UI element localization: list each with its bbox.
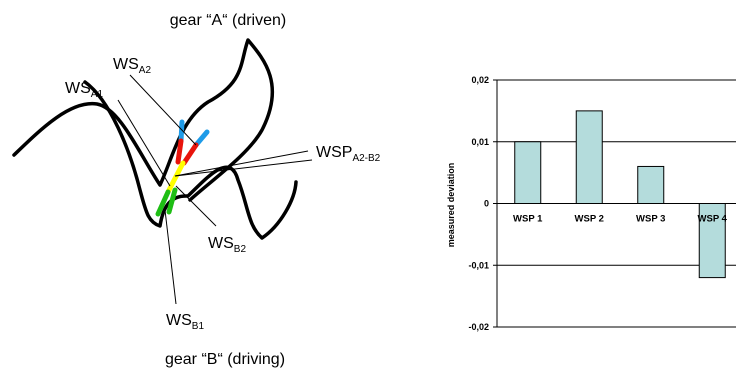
y-tick-label: -0,02 <box>468 322 489 332</box>
leader-ws-a2 <box>129 74 197 146</box>
leader-wsp-1 <box>174 150 309 177</box>
bar <box>637 165 665 204</box>
y-axis-title: measured deviation <box>446 163 456 248</box>
callout-ws-b1: WSB1 <box>166 312 204 332</box>
bar <box>698 203 726 279</box>
leader-lines <box>117 74 313 305</box>
gear-b-label: gear “B“ (driving) <box>165 351 285 368</box>
gear-diagram: gear “A“ (driven) WSA2 WSA1 WSPA2-B2 <box>12 12 381 368</box>
y-tick-label: 0,02 <box>471 75 489 85</box>
bar <box>575 110 603 204</box>
deviation-chart: measured deviation 0,02 0,01 0 -0,01 -0,02 W… <box>446 75 736 332</box>
y-tick-label: -0,01 <box>468 260 489 270</box>
segment-green-left <box>155 189 171 217</box>
segment-a2-red <box>181 142 199 166</box>
segment-a1-blue <box>178 119 185 144</box>
callout-wsp-a2-b2: WSPA2-B2 <box>316 144 381 164</box>
category-label: WSP 3 <box>636 214 665 225</box>
gear-a-outline <box>12 38 274 202</box>
category-label: WSP 2 <box>575 214 604 225</box>
segment-yellow <box>165 160 186 195</box>
leader-ws-b1 <box>164 209 177 305</box>
contact-segments <box>155 119 210 217</box>
callout-ws-a2: WSA2 <box>113 56 151 76</box>
leader-ws-b2 <box>175 185 217 227</box>
callout-ws-a1: WSA1 <box>65 80 103 100</box>
y-tick-label: 0,01 <box>471 137 489 147</box>
bar <box>514 141 542 204</box>
leader-wsp-2 <box>174 159 313 177</box>
segment-a1-red <box>175 138 184 165</box>
segment-a2-blue <box>193 129 210 148</box>
segment-green-right <box>166 187 178 215</box>
callout-ws-b2: WSB2 <box>208 235 246 255</box>
y-tick-label: 0 <box>484 199 489 209</box>
gear-a-label: gear “A“ (driven) <box>170 12 286 29</box>
leader-ws-a1 <box>117 99 171 187</box>
gear-b-outline <box>83 80 298 240</box>
category-label: WSP 4 <box>698 214 728 225</box>
category-label: WSP 1 <box>513 214 543 225</box>
